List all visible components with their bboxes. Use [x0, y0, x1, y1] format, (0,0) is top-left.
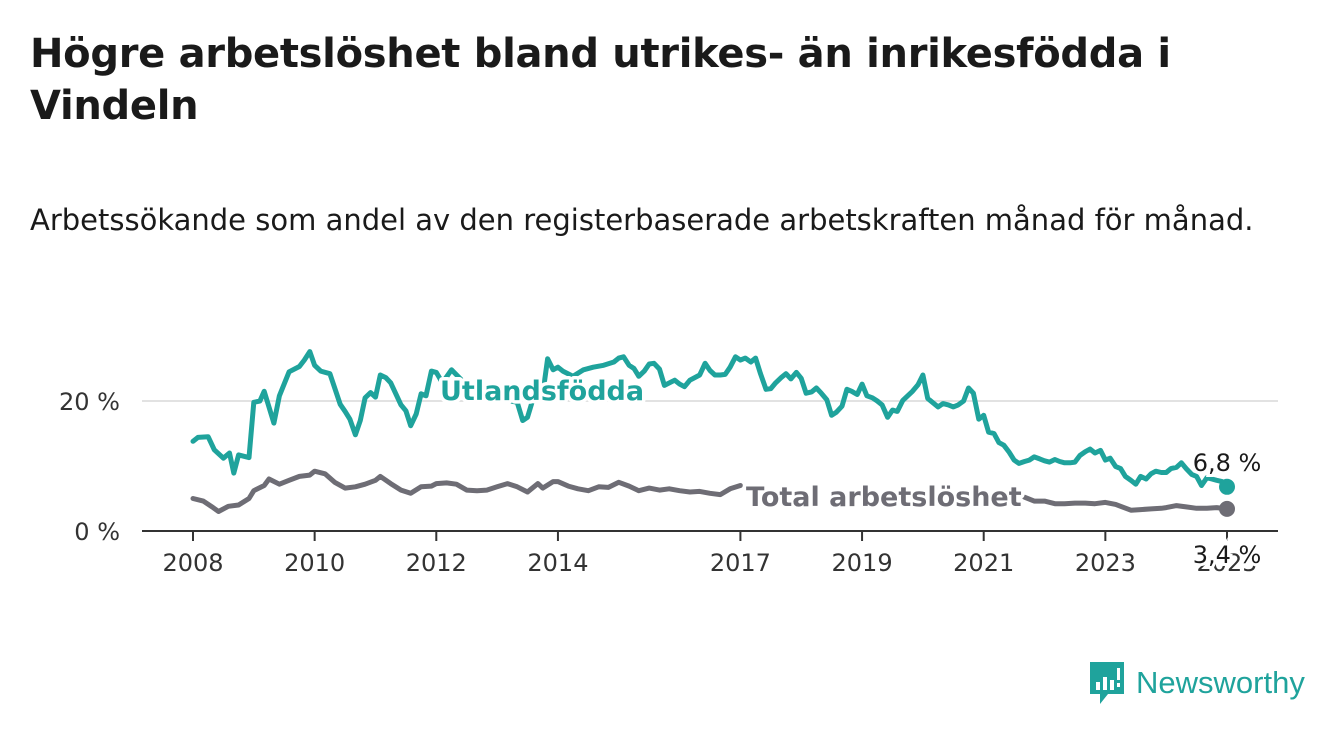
end-label-total: 3,4 % [1193, 541, 1262, 569]
end-label-utlandsfodda: 6,8 % [1193, 449, 1262, 477]
x-tick-label: 2010 [284, 549, 345, 577]
x-tick-label: 2023 [1075, 549, 1136, 577]
end-markers: 6,8 % 3,4 % [1190, 446, 1265, 572]
series-label-utlandsfodda: Utlandsfödda [440, 376, 644, 407]
end-dot-utlandsfodda [1219, 478, 1235, 495]
x-tick-label: 2014 [527, 549, 588, 577]
series-line-0 [190, 349, 1230, 490]
brand-name: Newsworthy [1136, 665, 1305, 700]
series-lines [190, 349, 1230, 514]
x-tick-label: 2012 [406, 549, 467, 577]
y-tick-label: 0 % [74, 518, 120, 546]
bar-chart-logo-icon [1090, 662, 1124, 704]
x-tick-label: 2017 [710, 549, 771, 577]
x-tick-label: 2008 [162, 549, 223, 577]
chart-subtitle: Arbetssökande som andel av den registerb… [30, 203, 1254, 237]
series-line-2 [1022, 494, 1230, 513]
gridlines [142, 400, 1278, 532]
x-tick-label: 2019 [832, 549, 893, 577]
series-labels: Utlandsfödda Total arbetslöshet [437, 373, 1026, 517]
series-label-total: Total arbetslöshet [746, 482, 1022, 513]
y-tick-label: 20 % [59, 388, 120, 416]
series-line-1 [190, 468, 743, 514]
newsworthy-logo: Newsworthy [1088, 660, 1305, 706]
end-dot-total [1219, 500, 1235, 517]
axis-ticks: 0 % 20 % 2008 2010 2012 2014 2017 2019 2021 2023 2… [59, 388, 1258, 577]
x-tick-label: 2025 [1196, 549, 1257, 577]
x-tick-label: 2021 [953, 549, 1014, 577]
chart-title: Högre arbetslöshet bland utrikes- än inr… [30, 31, 1171, 129]
